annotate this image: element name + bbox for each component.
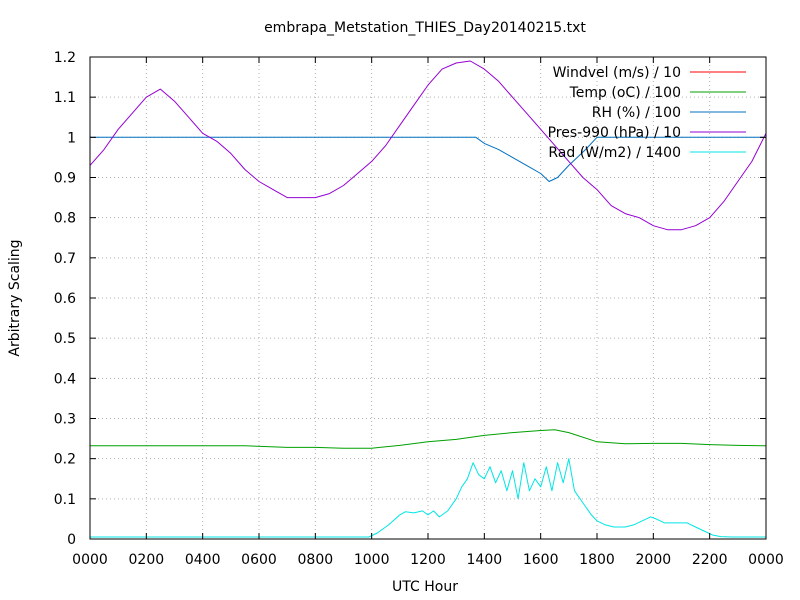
series-line-5 — [90, 458, 766, 538]
y-tick-label: 0.8 — [54, 211, 76, 227]
y-tick-label: 0.4 — [54, 371, 76, 387]
x-tick-label: 1600 — [523, 552, 559, 568]
x-tick-label: 1200 — [410, 552, 446, 568]
y-tick-label: 1.1 — [54, 90, 76, 106]
y-tick-label: 0.7 — [54, 251, 76, 267]
x-tick-label: 0000 — [72, 552, 108, 568]
ticks: 0000 0200 0400 0600 0800 1000 1200 1400 1600 1800… — [54, 50, 784, 568]
x-tick-label: 1400 — [467, 552, 503, 568]
x-tick-label: 0200 — [129, 552, 165, 568]
y-tick-label: 1 — [67, 130, 76, 146]
legend-label: Windvel (m/s) / 10 — [553, 65, 681, 81]
y-axis-label: Arbitrary Scaling — [7, 239, 23, 356]
x-tick-label: 1000 — [354, 552, 390, 568]
series-line-2 — [90, 429, 767, 449]
y-tick-label: 0.3 — [54, 412, 76, 428]
series-line-4 — [89, 60, 767, 231]
legend: Windvel (m/s) / 10 Temp (oC) / 100 RH (%) … — [548, 65, 746, 161]
x-tick-label: 2200 — [692, 552, 728, 568]
y-tick-label: 1.2 — [54, 50, 76, 66]
x-tick-label: 1800 — [579, 552, 615, 568]
legend-label: Pres-990 (hPa) / 10 — [548, 125, 681, 141]
y-tick-label: 0.5 — [54, 331, 76, 347]
legend-label: Temp (oC) / 100 — [569, 85, 681, 101]
y-tick-label: 0.6 — [54, 291, 76, 307]
x-tick-label: 0000 — [748, 552, 784, 568]
x-tick-label: 0400 — [185, 552, 221, 568]
chart-title: embrapa_Metstation_THIES_Day20140215.txt — [264, 20, 586, 36]
x-tick-label: 2000 — [636, 552, 672, 568]
legend-label: RH (%) / 100 — [592, 105, 681, 121]
series-line-3 — [90, 136, 766, 182]
legend-label: Rad (W/m2) / 1400 — [548, 145, 681, 161]
y-tick-label: 0.2 — [54, 452, 76, 468]
x-axis-label: UTC Hour — [392, 579, 458, 595]
y-tick-label: 0 — [67, 532, 76, 548]
x-tick-label: 0800 — [298, 552, 334, 568]
y-tick-label: 0.9 — [54, 171, 76, 187]
series-layer — [89, 60, 767, 538]
y-tick-label: 0.1 — [54, 492, 76, 508]
x-tick-label: 0600 — [241, 552, 277, 568]
